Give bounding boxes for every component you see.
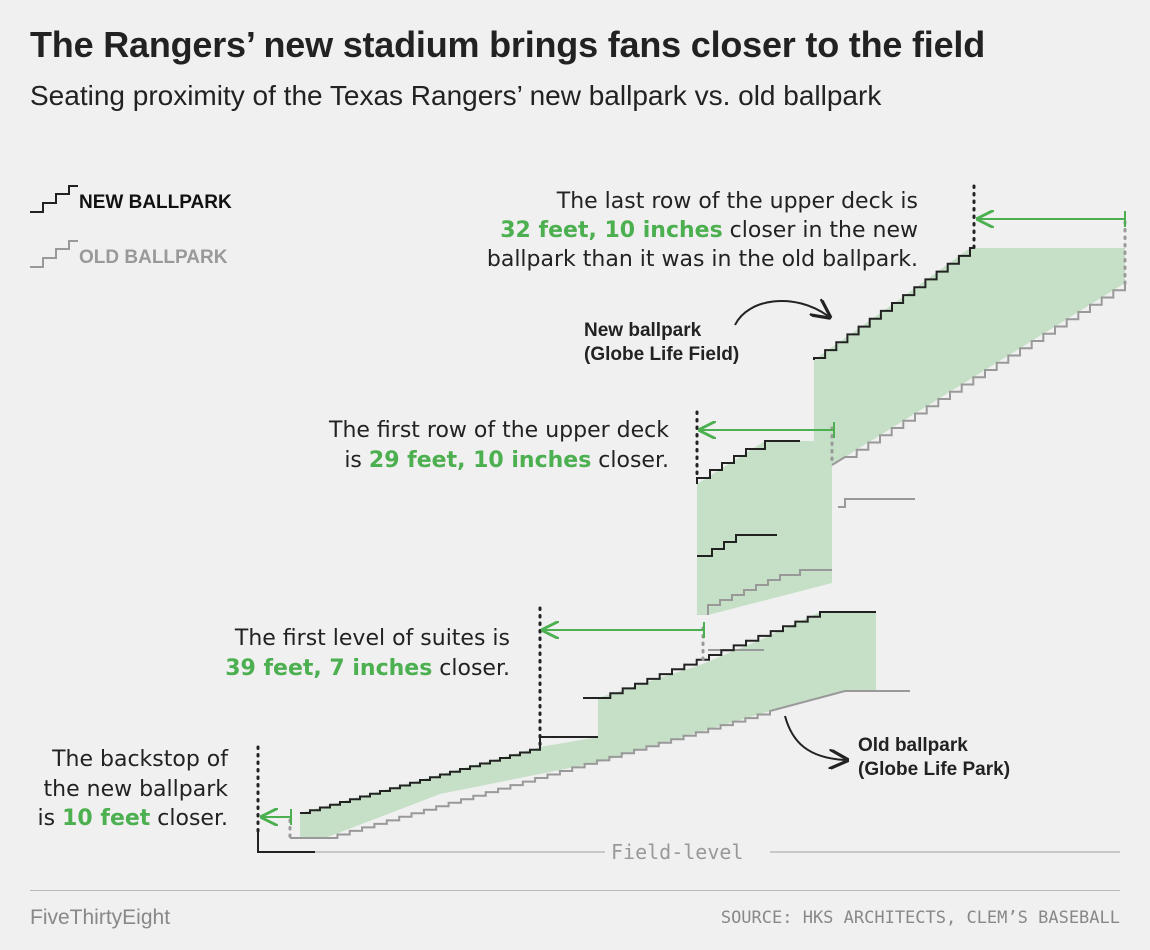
source-note: SOURCE: HKS ARCHITECTS, CLEM’S BASEBALL bbox=[720, 908, 1120, 928]
svg-text:ballpark than it was in the ol: ballpark than it was in the old ballpark… bbox=[487, 247, 918, 272]
legend-new-label: NEW BALLPARK bbox=[79, 192, 232, 213]
svg-text:The backstop of: The backstop of bbox=[51, 747, 229, 772]
svg-text:is 10 feet closer.: is 10 feet closer. bbox=[38, 806, 228, 831]
distance-arrows bbox=[262, 211, 1126, 825]
old-callout-arrow bbox=[784, 715, 845, 760]
svg-text:is 29 feet, 10 inches closer.: is 29 feet, 10 inches closer. bbox=[344, 448, 669, 473]
brand-logo-text: FiveThirtyEight bbox=[30, 906, 171, 929]
new-ballpark-line bbox=[257, 247, 974, 853]
old-ballpark-line bbox=[290, 283, 1126, 839]
annotation-suites: The first level of suites is 39 feet, 7 … bbox=[225, 626, 510, 681]
callout-old-ballpark: Old ballpark (Globe Life Park) bbox=[858, 735, 1010, 780]
new-callout-arrow bbox=[734, 301, 828, 326]
svg-text:Old ballpark: Old ballpark bbox=[858, 735, 968, 756]
annotation-upper-first: The first row of the upper deck is 29 fe… bbox=[328, 418, 669, 473]
svg-text:39 feet, 7 inches closer.: 39 feet, 7 inches closer. bbox=[225, 656, 510, 681]
svg-text:The first level of suites is: The first level of suites is bbox=[234, 626, 510, 651]
legend-old-swatch bbox=[30, 240, 78, 268]
legend-old-label: OLD BALLPARK bbox=[79, 247, 228, 268]
chart-title: The Rangers’ new stadium brings fans clo… bbox=[30, 24, 985, 65]
annotation-backstop: The backstop of the new ballpark is 10 f… bbox=[38, 747, 230, 831]
reference-dotted-lines bbox=[256, 184, 1127, 840]
footer-divider bbox=[30, 890, 1120, 891]
chart-subtitle: Seating proximity of the Texas Rangers’ … bbox=[30, 80, 882, 111]
field-level-label: Field-level bbox=[611, 840, 743, 864]
annotation-upper-last: The last row of the upper deck is 32 fee… bbox=[487, 189, 918, 272]
legend-new-swatch bbox=[30, 185, 78, 213]
svg-text:(Globe Life Park): (Globe Life Park) bbox=[858, 759, 1010, 780]
proximity-fill bbox=[300, 248, 1125, 838]
svg-text:The first row of the upper dec: The first row of the upper deck bbox=[328, 418, 669, 443]
svg-text:32 feet, 10 inches closer in t: 32 feet, 10 inches closer in the new bbox=[500, 218, 918, 243]
svg-text:the new ballpark: the new ballpark bbox=[44, 777, 229, 802]
svg-text:(Globe Life Field): (Globe Life Field) bbox=[584, 344, 739, 365]
legend: NEW BALLPARK OLD BALLPARK bbox=[30, 185, 232, 268]
svg-text:The last row of the upper deck: The last row of the upper deck is bbox=[556, 189, 918, 214]
callout-new-ballpark: New ballpark (Globe Life Field) bbox=[584, 320, 739, 365]
svg-text:New ballpark: New ballpark bbox=[584, 320, 702, 341]
